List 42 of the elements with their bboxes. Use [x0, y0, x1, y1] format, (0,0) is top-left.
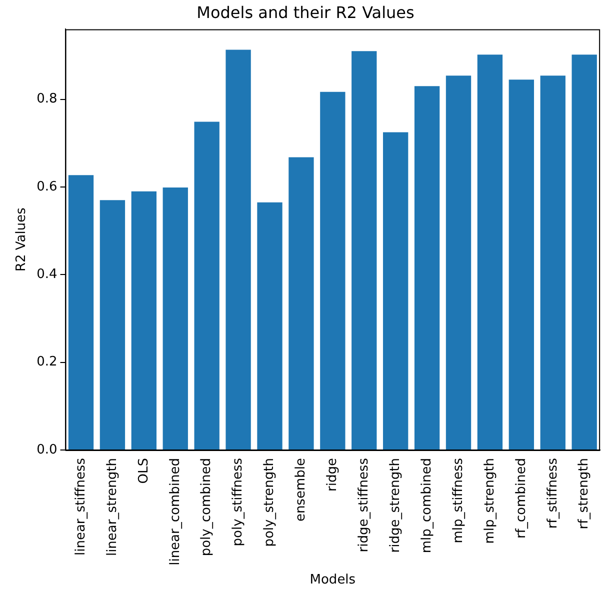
- x-tick-label: poly_combined: [199, 458, 214, 556]
- x-tick-label: mlp_combined: [419, 458, 434, 554]
- bar: [194, 122, 220, 450]
- bar: [162, 187, 188, 450]
- x-tick-label: rf_combined: [514, 458, 529, 539]
- x-tick-label: ridge_strength: [388, 458, 403, 553]
- bar: [383, 132, 408, 450]
- bar: [226, 50, 251, 450]
- y-tick-label: 0.8: [36, 92, 58, 107]
- bar: [446, 76, 472, 450]
- bar: [508, 80, 534, 450]
- y-tick-label: 0.6: [36, 179, 58, 194]
- x-tick-label: linear_stiffness: [73, 458, 88, 556]
- x-tick-label: mlp_strength: [482, 458, 498, 544]
- x-tick-label: OLS: [136, 458, 152, 484]
- bar: [288, 157, 314, 450]
- bar: [540, 76, 566, 450]
- bar: [352, 51, 377, 450]
- bar: [100, 200, 126, 450]
- x-tick-label: ensemble: [294, 458, 309, 522]
- y-tick-label: 0.2: [36, 354, 58, 370]
- x-tick-label: linear_combined: [168, 458, 183, 566]
- bar: [477, 54, 503, 450]
- x-tick-label: rf_stiffness: [545, 458, 560, 529]
- bar: [68, 175, 94, 450]
- y-tick-label: 0.4: [36, 267, 58, 282]
- x-tick-label: ridge_stiffness: [356, 458, 372, 552]
- bar: [414, 86, 440, 450]
- x-tick-label: poly_strength: [262, 458, 278, 547]
- x-axis-title: Models: [310, 572, 356, 588]
- x-tick-label: poly_stiffness: [230, 458, 246, 546]
- x-tick-label: mlp_stiffness: [450, 458, 466, 544]
- bar: [572, 54, 597, 450]
- bar: [320, 92, 346, 450]
- x-tick-label: rf_strength: [576, 458, 592, 530]
- y-axis-title: R2 Values: [14, 207, 30, 272]
- x-tick-label: linear_strength: [104, 458, 120, 556]
- x-tick-label: ridge: [325, 458, 340, 492]
- y-tick-label: 0.0: [36, 442, 58, 458]
- bar: [131, 191, 157, 450]
- bar: [257, 202, 282, 450]
- chart-title: Models and their R2 Values: [196, 2, 414, 22]
